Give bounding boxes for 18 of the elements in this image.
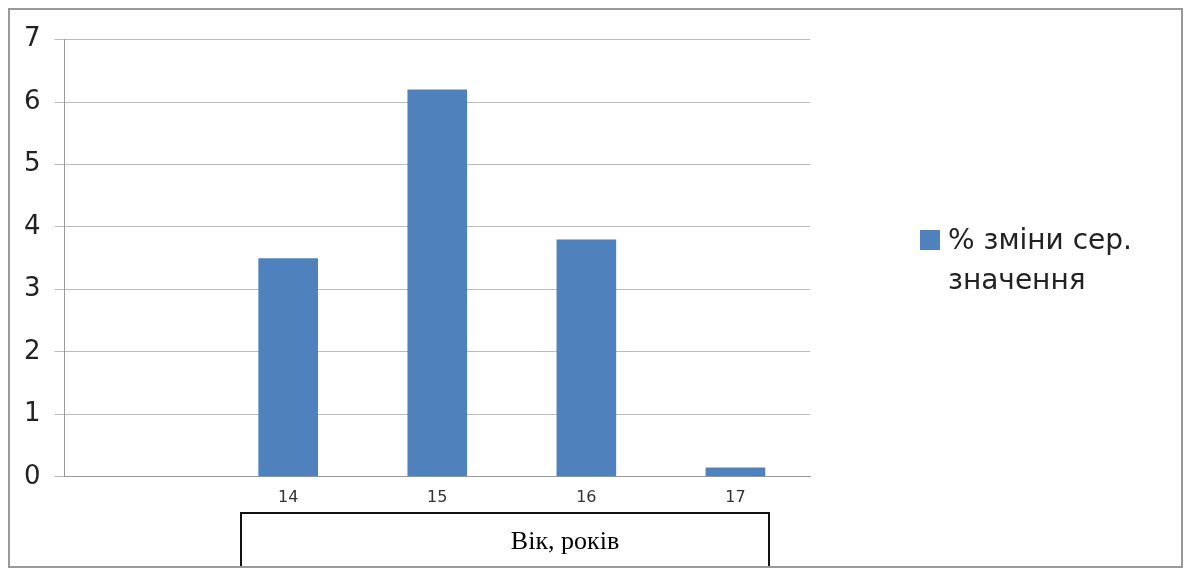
y-tick-label: 6 <box>24 84 41 115</box>
y-tick-label: 2 <box>24 334 41 365</box>
x-tick-label: 16 <box>576 486 597 506</box>
bar <box>407 89 468 477</box>
y-tick-label: 4 <box>24 209 41 240</box>
x-tick-label: 15 <box>427 486 448 506</box>
x-tick-label: 14 <box>278 486 299 506</box>
bar <box>705 467 766 477</box>
x-tick-label: 17 <box>725 486 746 506</box>
bar <box>258 258 318 477</box>
y-tick-label: 3 <box>24 272 41 303</box>
y-tick-label: 0 <box>24 459 41 490</box>
y-tick-label: 5 <box>24 147 41 178</box>
legend-label: % зміни сер. значення <box>948 222 1133 298</box>
bar <box>556 239 617 477</box>
y-tick-label: 7 <box>24 22 41 53</box>
y-tick-label: 1 <box>24 397 41 428</box>
x-axis-title: Вік, років <box>509 525 621 557</box>
